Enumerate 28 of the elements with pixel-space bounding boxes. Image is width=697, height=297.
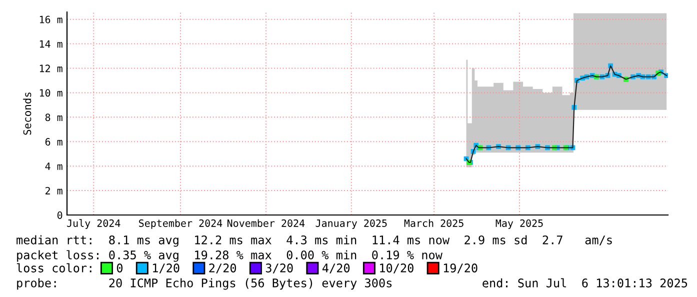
y-tick-label: 2 m	[46, 186, 62, 194]
x-tick-label: September 2024	[139, 219, 222, 229]
y-tick-label: 8 m	[45, 114, 62, 122]
x-tick-label: November 2024	[227, 219, 305, 227]
x-tick-label: May 2025	[496, 219, 543, 229]
y-tick-label: 12 m	[40, 64, 62, 72]
text: end: Sun Jul 6 13:01:13 2025	[482, 278, 688, 288]
y-axis-title: Seconds	[23, 92, 32, 135]
legend-label: 1/20	[153, 264, 180, 274]
text: median rtt: 8.1 ms avg 12.2 ms max 4.3 ms min 11.4 ms now 2.9 ms sd 2.7 am/s	[16, 235, 612, 247]
legend-label: 19/20	[444, 264, 478, 274]
text: packet loss: 0.35 % avg 19.28 % max 0.00 % min 0.19 % now	[17, 250, 442, 262]
y-tick-label: 6 m	[45, 138, 62, 146]
legend-label: 3/20	[266, 264, 293, 274]
legend-label: 0	[116, 264, 123, 272]
legend-label: 2/20	[209, 264, 236, 274]
y-tick-label: 0	[57, 211, 62, 219]
text: probe: 20 ICMP Echo Pings (56 Bytes) every 300s	[17, 278, 392, 290]
y-tick-label: 10 m	[40, 89, 62, 97]
y-tick-label: 14 m	[40, 40, 62, 48]
legend-label: 4/20	[322, 264, 350, 274]
y-tick-label: 4 m	[45, 162, 62, 170]
x-tick-label: July 2024	[67, 219, 120, 229]
x-tick-label: January 2025	[316, 219, 387, 229]
legend-label: 10/20	[380, 264, 414, 274]
y-tick-label: 16 m	[40, 16, 62, 24]
x-tick-label: March 2025	[404, 219, 464, 227]
legend-title: loss color:	[16, 263, 92, 272]
